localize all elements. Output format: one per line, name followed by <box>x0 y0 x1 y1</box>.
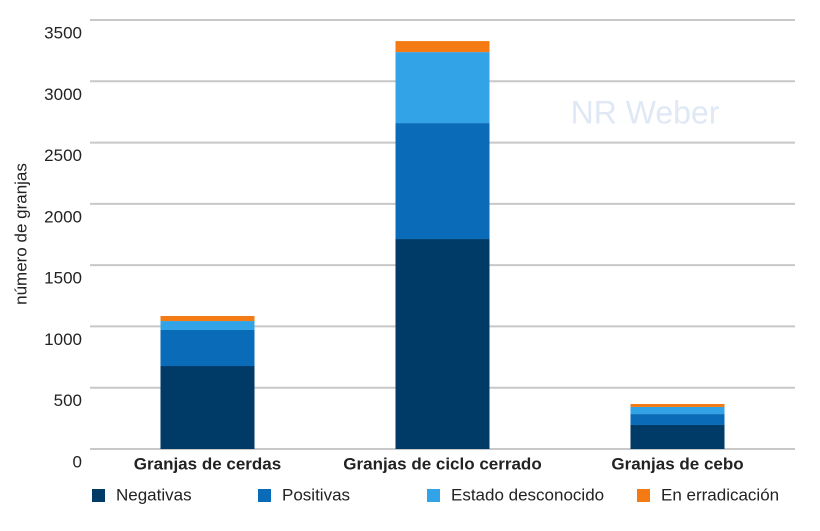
bar-segment <box>395 123 490 240</box>
bar-segment <box>395 52 490 124</box>
legend-marker <box>427 489 440 502</box>
legend-label: En erradicación <box>661 485 779 504</box>
bar-segment <box>160 316 255 322</box>
y-tick-label: 3500 <box>44 23 82 42</box>
bar-segment <box>630 404 725 407</box>
legend-label: Estado desconocido <box>451 485 604 504</box>
y-tick-label: 1500 <box>44 269 82 288</box>
x-tick-label: Granjas de cebo <box>611 454 743 473</box>
watermark: NR Weber <box>571 94 720 130</box>
x-tick-label: Granjas de cerdas <box>134 454 281 473</box>
bar-segment <box>630 424 725 449</box>
legend-marker <box>258 489 271 502</box>
legend-label: Positivas <box>282 485 350 504</box>
legend-marker <box>92 489 105 502</box>
y-tick-label: 2000 <box>44 207 82 226</box>
y-axis-label: número de granjas <box>11 163 30 305</box>
y-tick-label: 2500 <box>44 146 82 165</box>
bar-segment <box>395 41 490 53</box>
y-tick-label: 3000 <box>44 85 82 104</box>
bar-segment <box>630 406 725 415</box>
legend-label: Negativas <box>116 485 192 504</box>
y-tick-label: 500 <box>54 391 82 410</box>
y-tick-label: 1000 <box>44 330 82 349</box>
legend-marker <box>637 489 650 502</box>
x-tick-label: Granjas de ciclo cerrado <box>343 454 541 473</box>
y-tick-label: 0 <box>73 452 82 471</box>
bar-segment <box>630 414 725 425</box>
bar-segment <box>395 239 490 449</box>
bar-segment <box>160 329 255 367</box>
bar-segment <box>160 321 255 330</box>
bar-segment <box>160 366 255 449</box>
